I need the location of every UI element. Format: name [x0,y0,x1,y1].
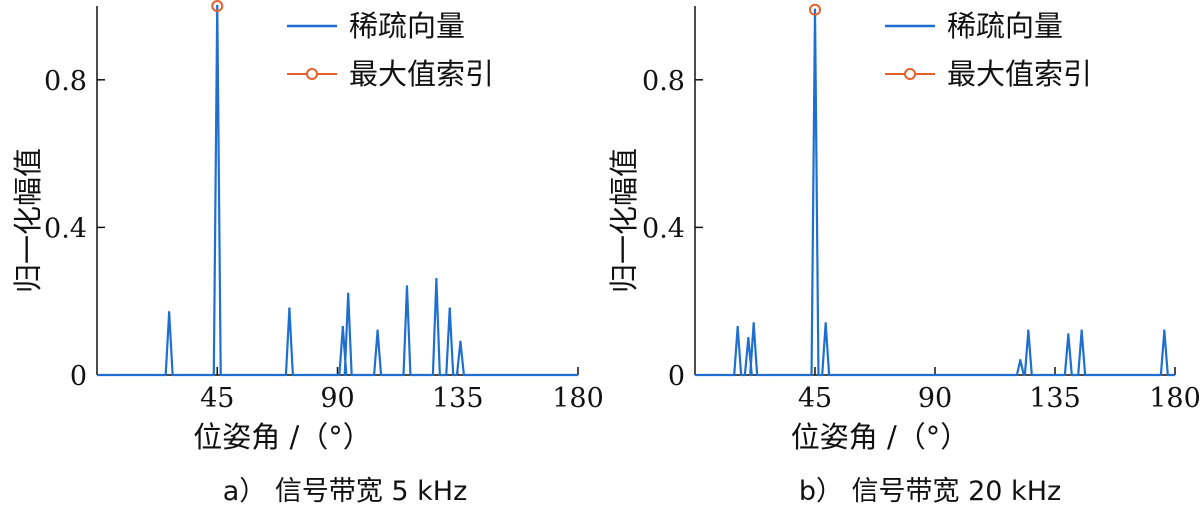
chart-panel-a: 45 90 135 180 0 0.4 0.8 位姿角 /（°） 归一化幅值 a） 信号带宽 5 … [11,0,604,507]
y-tick-label: 0 [70,361,87,392]
spike-peak-point [736,325,739,329]
spike-peak-point [824,322,827,325]
x-axis-label: 位姿角 /（°） [791,420,970,454]
spike-peak-point [346,292,350,296]
series-line-sparse-vector [695,8,1175,377]
spike-peak-point [376,329,379,332]
spike-peak-point [448,307,451,310]
spike-peak-point [1163,329,1166,332]
y-axis-label: 归一化幅值 [11,148,45,293]
x-tick-label: 90 [320,383,354,414]
spike-peak-point [167,311,171,314]
legend-label-sparse-vector: 稀疏向量 [349,9,465,43]
chart-panel-b: 45 90 135 180 0 0.4 0.8 位姿角 /（°） 归一化幅值 b） 信号带宽 20… [607,3,1200,507]
max-index-marker [809,3,821,16]
legend-marker-max-index [904,68,916,80]
spike-peak-point [1067,333,1070,336]
legend-label-max-index: 最大值索引 [349,57,494,91]
x-tick-label: 45 [798,383,832,414]
series-line-sparse-vector [97,4,578,377]
spike-peak-point [341,325,345,329]
y-tick-label: 0.4 [44,213,87,244]
x-tick-label: 90 [918,383,952,414]
legend-label-sparse-vector: 稀疏向量 [947,9,1063,43]
spike-peak-point [435,277,438,281]
y-tick-label: 0.8 [642,66,685,97]
x-tick-label: 135 [1029,383,1081,414]
figure-caption: a） 信号带宽 5 kHz [223,476,468,507]
legend-marker-max-index [306,68,318,80]
y-tick-label: 0.8 [44,66,87,97]
y-axis-label: 归一化幅值 [607,148,641,293]
spike-peak-point [752,322,755,325]
spike-peak-point [288,307,291,310]
x-tick-label: 180 [1149,383,1200,414]
spike-peak-point [405,285,409,288]
spike-peak-point [459,340,462,343]
spike-peak-point [1080,329,1083,332]
x-axis-label: 位姿角 /（°） [193,420,372,454]
spike-peak-point [747,336,750,340]
spike-peak-point [216,4,219,8]
legend-label-max-index: 最大值索引 [947,57,1092,91]
spike-peak-point [1027,329,1030,332]
spike-peak-point [1019,359,1022,362]
y-tick-label: 0 [668,361,685,392]
figure-caption: b） 信号带宽 20 kHz [799,476,1061,507]
y-tick-label: 0.4 [642,213,685,244]
spike-peak-point [813,8,817,11]
max-index-marker [211,0,224,12]
x-tick-label: 45 [200,383,234,414]
x-tick-label: 180 [552,383,604,414]
x-tick-label: 135 [432,383,484,414]
